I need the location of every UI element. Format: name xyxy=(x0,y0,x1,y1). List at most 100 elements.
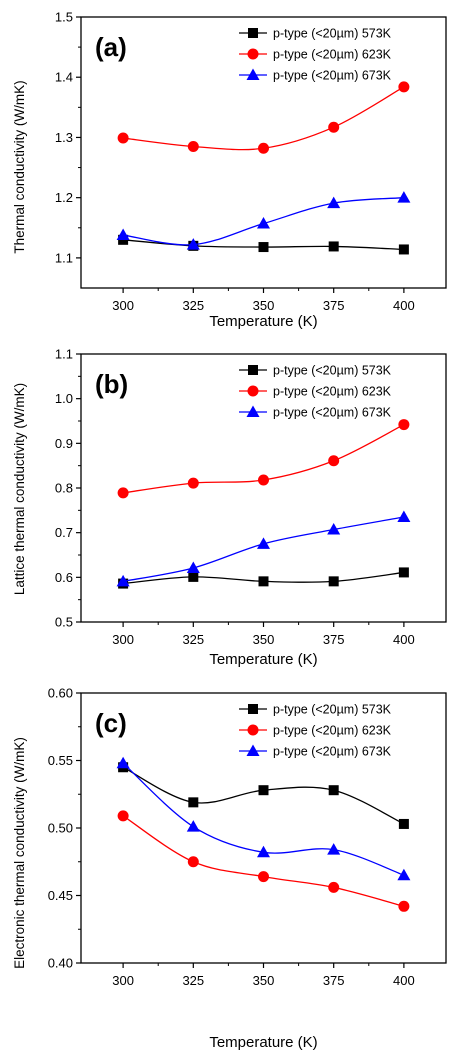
x-tick-label: 400 xyxy=(393,632,415,647)
series-3 xyxy=(116,756,411,881)
y-tick-label: 0.60 xyxy=(48,686,73,701)
chart-panel-2: 300 325 350 375 400 0.5 0.6 0.7 0.8 0.9 1.0 1.1 Temp… xyxy=(12,347,447,668)
data-point xyxy=(398,818,409,829)
legend: p-type (<20µm) 573K p-type (<20µm) 623K p-… xyxy=(239,703,392,759)
series-1 xyxy=(118,234,409,255)
data-point xyxy=(328,455,340,467)
y-tick-label: 1.1 xyxy=(55,347,73,362)
panel-label: (b) xyxy=(95,369,128,399)
y-tick-label: 0.5 xyxy=(55,615,73,630)
data-point xyxy=(257,217,270,229)
data-point xyxy=(186,820,200,832)
x-tick-label: 375 xyxy=(323,298,345,313)
legend-item: p-type (<20µm) 573K xyxy=(239,703,392,717)
x-tick-label: 400 xyxy=(393,973,415,988)
y-tick-label: 0.55 xyxy=(48,753,73,768)
data-point xyxy=(398,81,410,93)
series-line xyxy=(122,766,405,825)
x-tick-label: 325 xyxy=(182,298,204,313)
y-tick-label: 1.3 xyxy=(55,130,73,145)
data-point xyxy=(398,567,409,578)
data-point xyxy=(186,561,200,573)
chart-panel-3: 300 325 350 375 400 0.40 0.45 0.50 0.55 0.60 Tempe… xyxy=(12,686,447,1051)
x-tick-label: 325 xyxy=(182,973,204,988)
panel-label: (c) xyxy=(95,708,127,738)
data-point xyxy=(397,868,411,881)
y-axis-label: Electronic thermal conductivity (W/mK) xyxy=(12,737,27,969)
y-tick-label: 0.45 xyxy=(48,888,73,903)
legend-marker xyxy=(246,405,260,417)
y-axis-label: Thermal conductivity (W/mK) xyxy=(12,80,27,253)
data-point xyxy=(257,537,270,549)
legend-marker xyxy=(247,724,259,736)
legend-label: p-type (<20µm) 673K xyxy=(273,406,392,420)
data-point xyxy=(257,845,270,858)
data-point xyxy=(328,121,340,133)
x-tick-label: 325 xyxy=(182,632,204,647)
y-tick-label: 0.50 xyxy=(48,821,73,836)
y-tick-label: 1.0 xyxy=(55,391,73,406)
data-point xyxy=(328,241,339,252)
legend: p-type (<20µm) 573K p-type (<20µm) 623K p-… xyxy=(239,364,392,420)
series-1 xyxy=(118,567,409,589)
legend-label: p-type (<20µm) 623K xyxy=(273,48,392,62)
legend-label: p-type (<20µm) 673K xyxy=(273,69,392,83)
legend-label: p-type (<20µm) 673K xyxy=(273,745,392,759)
series-line xyxy=(122,815,405,907)
x-tick-label: 300 xyxy=(112,973,134,988)
data-point xyxy=(116,756,130,769)
series-2 xyxy=(117,419,410,499)
data-point xyxy=(398,244,409,255)
data-point xyxy=(187,140,199,152)
legend-marker xyxy=(247,385,259,397)
data-point xyxy=(188,571,199,582)
data-point xyxy=(116,228,130,241)
series-1 xyxy=(118,762,409,829)
series-3 xyxy=(116,510,411,587)
y-tick-label: 1.5 xyxy=(55,10,73,25)
panel-label: (a) xyxy=(95,32,127,62)
plot-frame xyxy=(80,692,447,964)
data-point xyxy=(327,196,341,209)
y-tick-label: 0.7 xyxy=(55,525,73,540)
data-point xyxy=(398,419,410,431)
x-axis-label: Temperature (K) xyxy=(209,1034,317,1051)
data-point xyxy=(258,142,269,154)
data-point xyxy=(117,487,129,499)
data-point xyxy=(258,474,269,486)
data-point xyxy=(258,576,269,587)
data-point xyxy=(397,510,411,523)
series-2 xyxy=(117,81,410,154)
y-axis-label: Lattice thermal conductivity (W/mK) xyxy=(12,383,27,595)
data-point xyxy=(258,785,269,796)
x-axis-label: Temperature (K) xyxy=(209,651,317,668)
x-tick-label: 375 xyxy=(323,632,345,647)
series-line xyxy=(122,516,404,582)
y-tick-label: 0.40 xyxy=(48,956,73,971)
legend-label: p-type (<20µm) 573K xyxy=(273,27,392,41)
legend-label: p-type (<20µm) 573K xyxy=(273,703,392,717)
data-point xyxy=(116,574,130,587)
legend-label: p-type (<20µm) 623K xyxy=(273,385,392,399)
data-point xyxy=(117,810,129,822)
x-tick-label: 300 xyxy=(112,632,134,647)
data-point xyxy=(258,242,269,253)
data-point xyxy=(117,132,129,144)
legend-label: p-type (<20µm) 573K xyxy=(273,364,392,378)
data-point xyxy=(397,191,411,203)
legend-marker xyxy=(246,744,260,756)
y-tick-label: 0.9 xyxy=(55,436,73,451)
x-tick-label: 350 xyxy=(253,632,275,647)
legend-marker xyxy=(248,28,258,38)
legend-item: p-type (<20µm) 673K xyxy=(239,68,392,83)
data-point xyxy=(258,871,269,883)
x-tick-label: 350 xyxy=(253,973,275,988)
legend-marker xyxy=(246,68,260,80)
legend-item: p-type (<20µm) 623K xyxy=(239,48,392,62)
legend: p-type (<20µm) 573K p-type (<20µm) 623K p-… xyxy=(239,27,392,83)
legend-item: p-type (<20µm) 623K xyxy=(239,385,392,399)
data-point xyxy=(327,523,341,535)
data-point xyxy=(188,797,199,808)
legend-marker xyxy=(248,704,258,714)
legend-item: p-type (<20µm) 673K xyxy=(239,405,392,420)
